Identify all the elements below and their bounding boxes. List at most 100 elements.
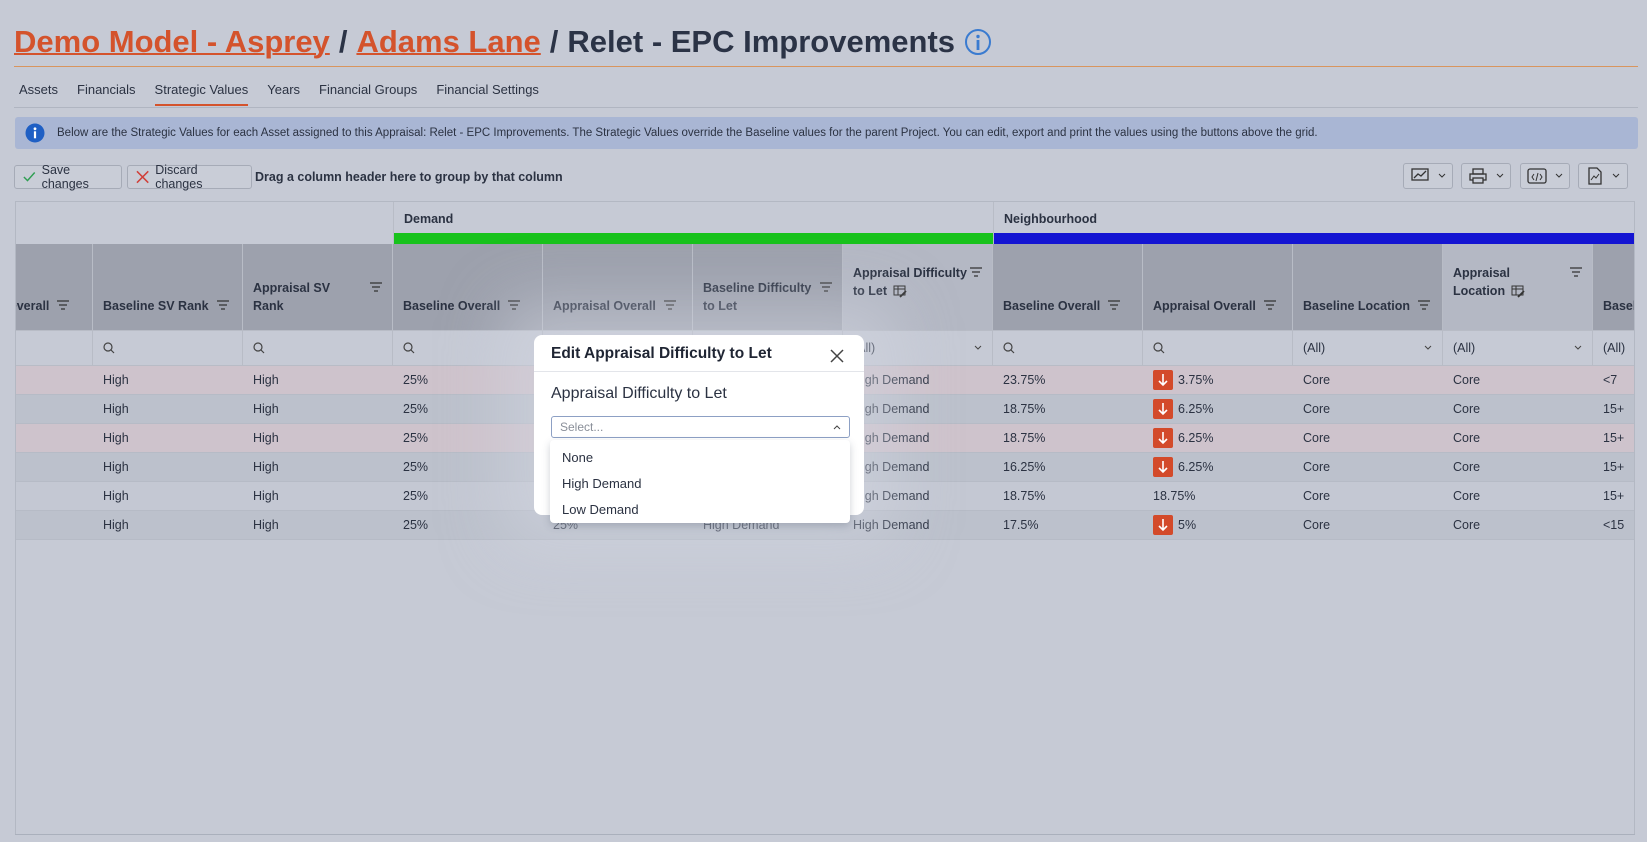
- modal-close[interactable]: [830, 349, 844, 363]
- modal-title: Edit Appraisal Difficulty to Let: [551, 345, 772, 362]
- grid-cell: High: [243, 366, 393, 394]
- cell-value: Core: [1453, 489, 1481, 503]
- discard-button[interactable]: Discard changes: [127, 163, 252, 191]
- filter-cell[interactable]: [393, 330, 543, 366]
- cell-value: Core: [1303, 373, 1331, 387]
- filter-cell[interactable]: (All): [843, 330, 993, 366]
- breadcrumb-link[interactable]: Demo Model - Asprey: [14, 24, 330, 59]
- column-header[interactable]: Appraisal Location: [1443, 244, 1593, 330]
- cell-value: Core: [1303, 460, 1331, 474]
- cell-value: 25%: [403, 489, 429, 503]
- filter-cell[interactable]: (All): [1593, 330, 1634, 366]
- dropdown-option[interactable]: Low Demand: [562, 501, 639, 517]
- print-menu[interactable]: [1461, 163, 1511, 189]
- trend-badge: [1153, 370, 1173, 390]
- grid-cell: 15+: [1593, 424, 1634, 452]
- chart-menu[interactable]: [1403, 163, 1453, 189]
- info-icon[interactable]: [964, 28, 992, 56]
- info-text: Below are the Strategic Values for each …: [57, 127, 1318, 139]
- grid-cell: 25%: [393, 395, 543, 423]
- column-header[interactable]: Baseline Location: [1293, 244, 1443, 330]
- column-header[interactable]: Baseline Overall: [993, 244, 1143, 330]
- grid-cell: 18.75%: [1143, 482, 1293, 510]
- column-label: Appraisal SV Rank: [253, 281, 331, 313]
- column-header[interactable]: Appraisal Difficulty to Let: [843, 244, 993, 330]
- down-arrow: [1158, 519, 1168, 532]
- select-placeholder: Select...: [560, 420, 604, 434]
- grid-cell: Core: [1443, 511, 1593, 539]
- dropdown-list: None High Demand Low Demand: [550, 440, 850, 523]
- cell-value: 18.75%: [1003, 489, 1046, 503]
- filter-value: (All): [1303, 341, 1326, 355]
- trend-badge: [1153, 428, 1173, 448]
- column-header[interactable]: Baseline Difficulty to Let: [693, 244, 843, 330]
- info-icon: [25, 123, 45, 143]
- save-label: Save changes: [41, 163, 89, 191]
- column-header[interactable]: Appraisal SV Rank: [243, 244, 393, 330]
- cell-value: Core: [1453, 431, 1481, 445]
- chart-icon: [1411, 168, 1429, 181]
- filter-cell[interactable]: (All): [1443, 330, 1593, 366]
- save-button[interactable]: Save changes: [14, 163, 122, 191]
- trend-badge: [1153, 515, 1173, 535]
- trend-badge: [1153, 457, 1173, 477]
- grid-cell: Core: [1293, 511, 1443, 539]
- chevron: [1612, 173, 1620, 178]
- export-menu[interactable]: [1520, 163, 1570, 189]
- grid-cell: 18.75%: [993, 482, 1143, 510]
- column-label: Baseline Overall: [1003, 299, 1101, 313]
- tab[interactable]: Years: [267, 82, 301, 97]
- column-header[interactable]: Baseline Repairs: [1593, 244, 1634, 330]
- cell-value: 15+: [1603, 431, 1625, 445]
- column-header[interactable]: Appraisal Overall: [1143, 244, 1293, 330]
- tab[interactable]: Strategic Values: [154, 82, 249, 106]
- filter-cell[interactable]: [1143, 330, 1293, 366]
- filter-value: (All): [1603, 341, 1626, 355]
- grid-cell: 15+: [1593, 482, 1634, 510]
- grid-cell: 25%: [393, 424, 543, 452]
- tab[interactable]: Financial Groups: [319, 82, 418, 97]
- dropdown-option[interactable]: High Demand: [562, 475, 642, 491]
- select-input[interactable]: Select...: [551, 416, 850, 438]
- column-label: Appraisal Location: [1453, 264, 1562, 300]
- column-header[interactable]: Appraisal Overall: [543, 244, 693, 330]
- column-label: Baseline Repairs: [1603, 299, 1634, 313]
- group-label: Demand: [404, 212, 454, 226]
- tab-rule: [14, 107, 1638, 108]
- filter-cell[interactable]: [93, 330, 243, 366]
- filter-cell[interactable]: [243, 330, 393, 366]
- cell-value: High: [103, 402, 129, 416]
- tab[interactable]: Financial Settings: [436, 82, 539, 97]
- column-label: Baseline Location: [1303, 299, 1410, 313]
- cell-value: 25%: [403, 373, 429, 387]
- header-content: Appraisal SV Rank: [253, 279, 382, 315]
- grid-cell: 23.75%: [993, 366, 1143, 394]
- grid-cell: High: [243, 482, 393, 510]
- tab[interactable]: Financials: [77, 82, 136, 97]
- cell-value: 25%: [403, 402, 429, 416]
- cell-value: High: [253, 431, 279, 445]
- check-icon: [23, 172, 36, 182]
- file-menu[interactable]: [1578, 163, 1628, 189]
- column-header[interactable]: Overall: [16, 244, 93, 330]
- group-bar: [394, 233, 993, 244]
- cell-value: High Demand: [853, 518, 930, 532]
- search-icon: [403, 342, 415, 354]
- column-label: Baseline Overall: [403, 299, 501, 313]
- cell-value: 25%: [403, 431, 429, 445]
- filter-cell[interactable]: (All): [1293, 330, 1443, 366]
- grid-cell: Core: [1293, 395, 1443, 423]
- tab[interactable]: Assets: [19, 82, 59, 97]
- column-header[interactable]: Baseline SV Rank: [93, 244, 243, 330]
- cell-value: 18.75%: [1003, 431, 1046, 445]
- grid-cell: Core: [1443, 482, 1593, 510]
- cell-value: High: [253, 460, 279, 474]
- column-header[interactable]: Baseline Overall: [393, 244, 543, 330]
- breadcrumb-link[interactable]: Adams Lane: [356, 24, 541, 59]
- chevron: [1574, 345, 1582, 350]
- filter-cell[interactable]: [993, 330, 1143, 366]
- modal-divider: [534, 371, 864, 372]
- filter-icon: [1570, 267, 1582, 277]
- dropdown-option[interactable]: None: [562, 449, 594, 465]
- cell-value: High Demand: [853, 373, 930, 387]
